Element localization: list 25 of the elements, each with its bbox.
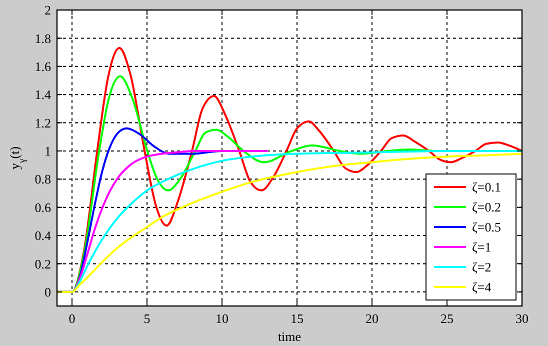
y-tick-label: 2 [44, 2, 51, 18]
y-tick-label: 1 [44, 144, 51, 158]
x-tick-label: 5 [144, 311, 150, 326]
y-tick-label: 1.2 [34, 115, 51, 130]
legend-label: ζ=1 [472, 240, 492, 255]
y-tick-label: 1.6 [34, 58, 52, 74]
x-tick-label: 0 [68, 311, 76, 326]
x-axis-title: time [278, 329, 302, 344]
x-tick-label: 30 [516, 311, 528, 326]
y-tick-label: 0.6 [34, 200, 52, 215]
x-tick-label: 25 [440, 311, 454, 326]
x-tick-label: 15 [290, 311, 304, 326]
legend-label: ζ=0.2 [472, 200, 501, 215]
y-tick-label: 0.8 [34, 172, 51, 187]
y-tick-label: 1.8 [34, 30, 51, 46]
y-tick-label: 0.4 [34, 228, 52, 244]
y-tick-label: 0.2 [34, 256, 51, 272]
legend-label: ζ=2 [472, 260, 492, 275]
legend-label: ζ=4 [472, 280, 492, 295]
x-tick-label: 10 [216, 311, 228, 326]
x-tick-label: 20 [366, 311, 378, 326]
legend-label: ζ=0.1 [472, 180, 501, 195]
y-tick-label: 0 [44, 284, 51, 300]
y-tick-label: 1.4 [34, 87, 52, 102]
legend-label: ζ=0.5 [472, 220, 501, 235]
